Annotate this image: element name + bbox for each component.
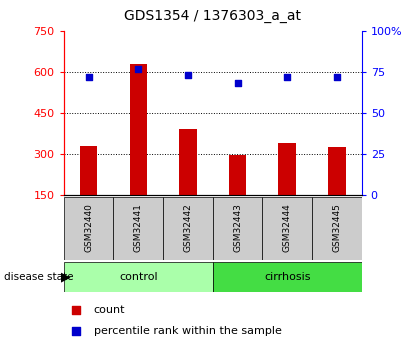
Text: percentile rank within the sample: percentile rank within the sample [94, 326, 282, 336]
Text: control: control [119, 272, 157, 282]
Point [334, 74, 340, 80]
Text: GDS1354 / 1376303_a_at: GDS1354 / 1376303_a_at [124, 9, 301, 23]
Bar [163, 197, 213, 260]
Text: GSM32441: GSM32441 [134, 203, 143, 252]
Point [284, 74, 291, 80]
Point [72, 307, 79, 313]
Bar [64, 262, 213, 292]
Bar [213, 262, 362, 292]
Point [234, 81, 241, 86]
Bar [64, 197, 113, 260]
Bar [113, 197, 163, 260]
Text: GSM32442: GSM32442 [183, 203, 192, 252]
Bar [312, 197, 362, 260]
Text: cirrhosis: cirrhosis [264, 272, 310, 282]
Text: GSM32444: GSM32444 [283, 203, 292, 252]
Text: ▶: ▶ [61, 270, 70, 283]
Text: GSM32445: GSM32445 [332, 203, 342, 252]
Bar [80, 146, 97, 195]
Text: GSM32443: GSM32443 [233, 203, 242, 252]
Text: GSM32440: GSM32440 [84, 203, 93, 252]
Point [72, 329, 79, 334]
Point [185, 72, 191, 78]
Bar [129, 64, 147, 195]
Bar [262, 197, 312, 260]
Bar [328, 147, 346, 195]
Bar [279, 143, 296, 195]
Point [135, 66, 141, 71]
Text: count: count [94, 305, 125, 315]
Bar [229, 155, 246, 195]
Point [85, 74, 92, 80]
Bar [213, 197, 262, 260]
Bar [179, 129, 196, 195]
Text: disease state: disease state [4, 272, 74, 282]
